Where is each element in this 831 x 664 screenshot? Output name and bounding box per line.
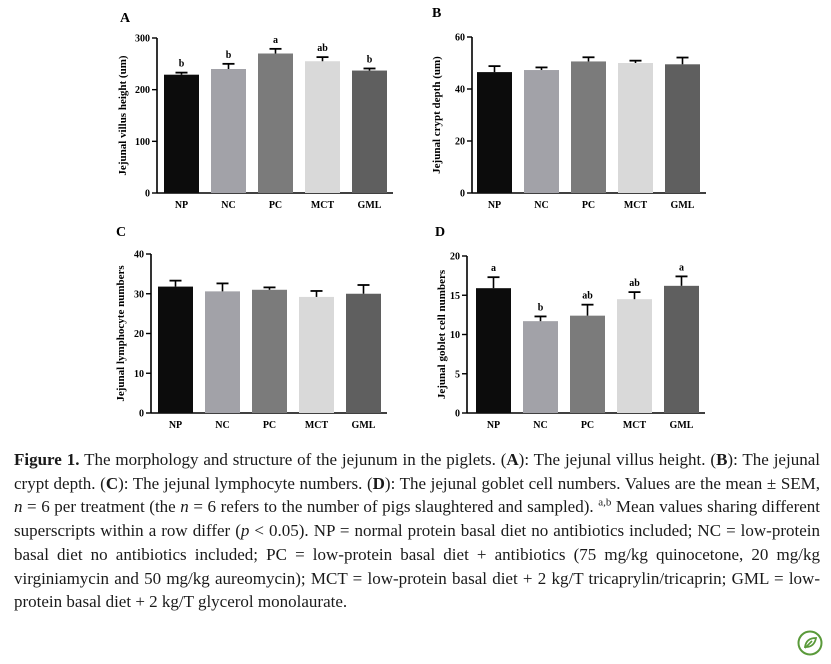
panel-b-y-axis-label: Jejunal crypt depth (um) [431, 56, 443, 174]
panel-c-bar-np [158, 286, 193, 413]
panel-a-significance-letter: b [367, 54, 373, 65]
panel-d-bar-gml [664, 285, 699, 413]
panel-a-bar-np [164, 74, 199, 193]
panel-d-bar-nc [523, 321, 558, 413]
panel-d-significance-letter: ab [629, 278, 640, 289]
caption-rest: < 0.05). NP = normal protein basal diet … [14, 521, 820, 612]
panel-c-y-tick-label: 30 [134, 289, 144, 300]
panel-d-bar-mct [617, 299, 652, 413]
panel-b-bar-mct [618, 63, 653, 193]
panel-b-bar-nc [524, 70, 559, 193]
caption-d-label: D [372, 473, 385, 493]
panel-d-x-tick-label: NP [487, 420, 500, 431]
panel-a-y-tick-label: 300 [135, 34, 150, 45]
panel-d-y-tick-label: 5 [455, 369, 460, 380]
panel-a-bar-gml [352, 70, 387, 193]
caption-mid1: = 6 per treatment (the [22, 497, 181, 517]
panel-d-y-tick-label: 0 [455, 409, 460, 420]
panel-a-y-tick-label: 0 [145, 189, 150, 200]
panel-c-y-axis-label: Jejunal lymphocyte numbers [115, 265, 127, 402]
panel-a-x-tick-label: PC [269, 200, 282, 211]
caption-c-label: C [105, 473, 119, 493]
caption-figure-label: Figure 1. [14, 450, 80, 469]
panel-a-bar-mct [305, 61, 340, 193]
panel-b-y-tick-label: 60 [455, 33, 465, 44]
panel-c-y-tick-label: 0 [139, 409, 144, 420]
panel-b-bar-gml [665, 64, 700, 193]
panel-b-bar-pc [571, 61, 606, 193]
panel-b-x-tick-label: NC [534, 200, 548, 211]
panel-d-y-tick-label: 20 [450, 252, 460, 263]
panel-d-label: D [435, 225, 445, 240]
caption-a-label: A [506, 450, 519, 469]
figure-caption: Figure 1. The morphology and structure o… [14, 448, 820, 614]
caption-c-text: ): The jejunal lymphocyte numbers. ( [118, 473, 373, 493]
panel-c-bar-pc [252, 289, 287, 413]
panel-b-y-tick-label: 40 [455, 85, 465, 96]
panel-d-y-axis-label: Jejunal goblet cell numbers [436, 269, 448, 399]
caption-b-label: B [716, 450, 728, 469]
panel-d-significance-letter: ab [582, 291, 593, 302]
panel-c-y-tick-label: 10 [134, 369, 144, 380]
panel-c-bar-nc [205, 291, 240, 413]
panel-c-x-tick-label: NP [169, 420, 182, 431]
caption-p-symbol: p [240, 521, 250, 541]
panel-c-x-tick-label: MCT [305, 420, 329, 431]
panel-d-significance-letter: a [491, 263, 496, 274]
panel-b-x-tick-label: NP [488, 200, 501, 211]
panel-d-bar-np [476, 288, 511, 413]
panel-b-bar-np [477, 72, 512, 193]
caption-a-text: ): The jejunal villus height. ( [518, 450, 717, 469]
panel-c-x-tick-label: PC [263, 420, 276, 431]
panel-c-y-tick-label: 20 [134, 329, 144, 340]
panel-d-x-tick-label: MCT [623, 420, 647, 431]
caption-d-text: ): The jejunal goblet cell numbers. Valu… [384, 473, 821, 493]
caption-n-symbol-2: n [180, 497, 189, 517]
panel-a-x-tick-label: GML [358, 200, 382, 211]
panel-a-significance-letter: b [226, 50, 232, 61]
panel-d-x-tick-label: GML [670, 420, 694, 431]
panel-b-y-tick-label: 20 [455, 137, 465, 148]
panel-a-y-tick-label: 200 [135, 85, 150, 96]
panel-d-x-tick-label: PC [581, 420, 594, 431]
panel-a-x-tick-label: MCT [311, 200, 335, 211]
panel-a-y-tick-label: 100 [135, 137, 150, 148]
panel-a-label: A [120, 11, 131, 26]
panel-a-x-tick-label: NC [221, 200, 235, 211]
panel-c-label: C [116, 225, 126, 240]
figure-panels: A 0 100 200 300 Jejunal villus height (um) b NP… [115, 6, 706, 431]
panel-a-significance-letter: ab [317, 43, 328, 54]
panel-d-significance-letter: a [679, 262, 684, 273]
panel-c-y-tick-label: 40 [134, 250, 144, 261]
panel-b-label: B [432, 6, 441, 21]
panel-a-bar-nc [211, 69, 246, 193]
panel-c-x-tick-label: GML [352, 420, 376, 431]
panel-b-x-tick-label: MCT [624, 200, 648, 211]
caption-title: The morphology and structure of the jeju… [79, 450, 507, 469]
panel-c-bar-gml [346, 293, 381, 413]
panel-d-bar-pc [570, 315, 605, 413]
panel-a-significance-letter: b [179, 59, 185, 70]
caption-mid3: Mean values sharing different superscrip… [14, 497, 821, 541]
panel-b-x-tick-label: PC [582, 200, 595, 211]
panel-a-significance-letter: a [273, 35, 278, 46]
panel-b-y-tick-label: 0 [460, 189, 465, 200]
panel-c-x-tick-label: NC [215, 420, 229, 431]
panel-a-bar-pc [258, 53, 293, 193]
panel-b-x-tick-label: GML [671, 200, 695, 211]
caption-b-text: ): The jejunal crypt depth. ( [14, 450, 820, 493]
panel-a-y-axis-label: Jejunal villus height (um) [117, 55, 129, 175]
caption-n-symbol: n [14, 497, 23, 517]
panel-d-y-tick-label: 10 [450, 330, 460, 341]
caption-mid2: = 6 refers to the number of pigs slaught… [188, 497, 599, 517]
leaf-badge-icon[interactable] [797, 630, 823, 656]
panel-c-bar-mct [299, 296, 334, 413]
caption-superscript: a,b [598, 496, 612, 509]
panel-d-x-tick-label: NC [533, 420, 547, 431]
panel-d-significance-letter: b [538, 302, 544, 313]
panel-d-y-tick-label: 15 [450, 291, 460, 302]
panel-a-x-tick-label: NP [175, 200, 188, 211]
